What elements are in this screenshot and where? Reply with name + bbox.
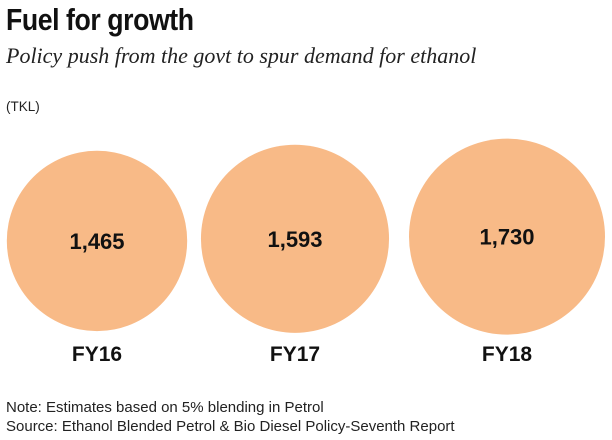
bubble-fy17	[200, 144, 390, 333]
bubble-fy16	[6, 150, 188, 332]
value-label-fy18: 1,730	[479, 225, 534, 250]
source-note: Source: Ethanol Blended Petrol & Bio Die…	[6, 418, 455, 435]
footnote: Note: Estimates based on 5% blending in …	[6, 399, 324, 416]
category-label-fy17: FY17	[270, 343, 320, 366]
chart-title: Fuel for growth	[6, 2, 194, 37]
category-label-fy16: FY16	[72, 343, 122, 366]
chart-subtitle: Policy push from the govt to spur demand…	[6, 43, 477, 68]
unit-label: (TKL)	[6, 99, 40, 114]
bubble-fy18	[409, 138, 605, 335]
value-label-fy16: 1,465	[69, 229, 124, 254]
chart-footer: Note: Estimates based on 5% blending in …	[6, 398, 455, 436]
category-label-fy18: FY18	[482, 343, 533, 366]
value-label-fy17: 1,593	[267, 227, 322, 252]
